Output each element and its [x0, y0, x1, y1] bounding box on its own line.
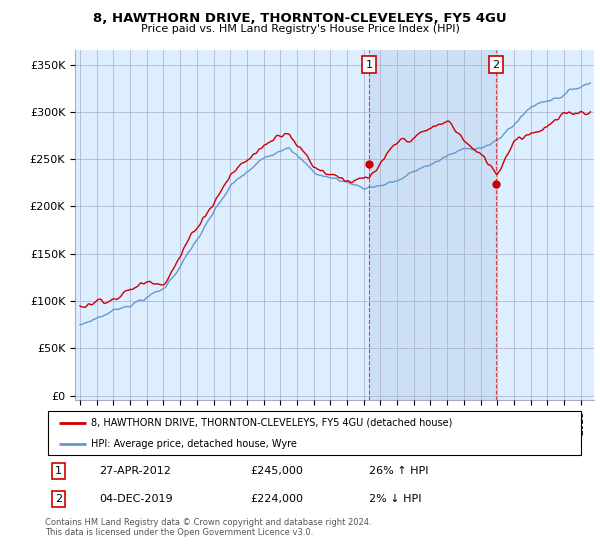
- Text: 26% ↑ HPI: 26% ↑ HPI: [369, 466, 428, 475]
- Text: HPI: Average price, detached house, Wyre: HPI: Average price, detached house, Wyre: [91, 439, 297, 449]
- Text: 04-DEC-2019: 04-DEC-2019: [99, 494, 173, 504]
- Text: Contains HM Land Registry data © Crown copyright and database right 2024.
This d: Contains HM Land Registry data © Crown c…: [45, 518, 371, 538]
- Text: Price paid vs. HM Land Registry's House Price Index (HPI): Price paid vs. HM Land Registry's House …: [140, 24, 460, 34]
- FancyBboxPatch shape: [48, 412, 581, 455]
- Text: 8, HAWTHORN DRIVE, THORNTON-CLEVELEYS, FY5 4GU: 8, HAWTHORN DRIVE, THORNTON-CLEVELEYS, F…: [93, 12, 507, 25]
- Text: £224,000: £224,000: [250, 494, 303, 504]
- Text: 27-APR-2012: 27-APR-2012: [99, 466, 171, 475]
- Text: 2% ↓ HPI: 2% ↓ HPI: [369, 494, 421, 504]
- Text: 2: 2: [493, 59, 499, 69]
- Bar: [369, 50, 496, 400]
- Text: 8, HAWTHORN DRIVE, THORNTON-CLEVELEYS, FY5 4GU (detached house): 8, HAWTHORN DRIVE, THORNTON-CLEVELEYS, F…: [91, 418, 452, 428]
- Text: £245,000: £245,000: [250, 466, 303, 475]
- Text: 1: 1: [55, 466, 62, 475]
- Text: 1: 1: [365, 59, 373, 69]
- Text: 2: 2: [55, 494, 62, 504]
